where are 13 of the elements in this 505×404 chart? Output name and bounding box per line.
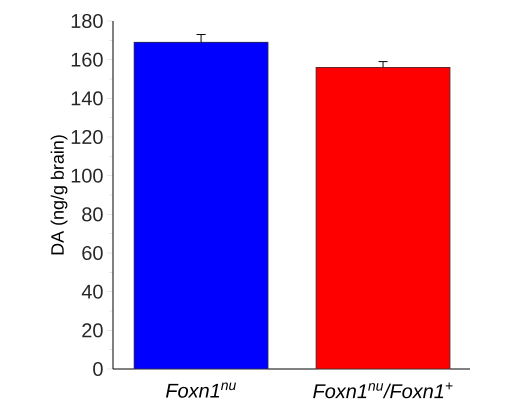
y-tick-label: 160 [72,52,103,67]
y-tick-label: 20 [82,323,103,338]
y-axis-title: DA (ng/g brain) [50,135,68,254]
y-tick-label: 80 [82,207,103,222]
y-tick-label: 0 [93,362,103,376]
y-tick-label: 60 [82,246,103,260]
y-tick-label: 120 [72,130,103,144]
x-tick-label: Foxn1$^{nu}$/Foxn1$^{+}$ [313,382,453,398]
y-tick-label: 100 [72,168,103,183]
y-tick-label: 40 [82,284,103,299]
x-tick-label: Foxn1$^{nu}$ [166,382,236,398]
y-tick-label: 180 [72,14,103,28]
y-tick-label: 140 [72,91,103,106]
